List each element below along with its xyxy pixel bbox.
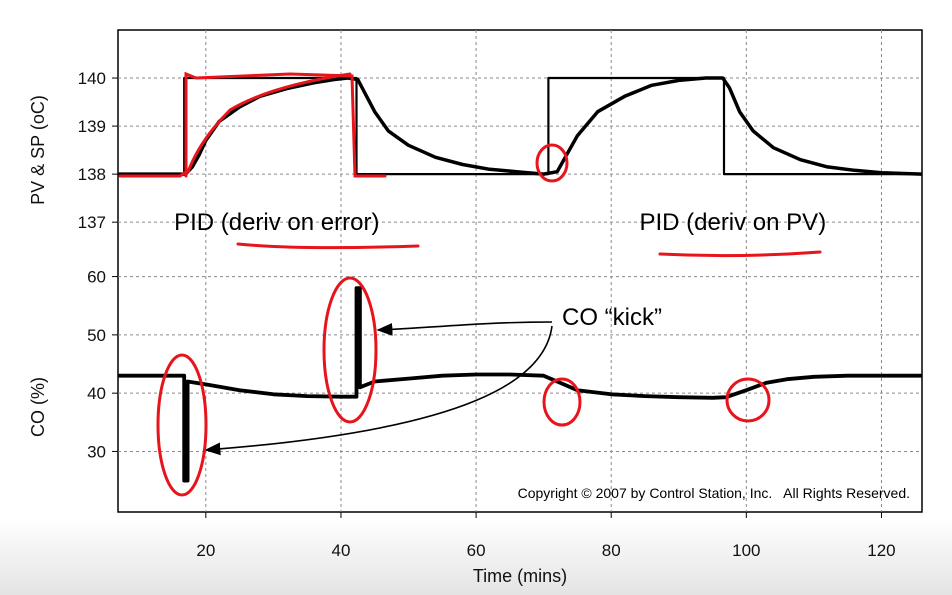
x-tick-label-100: 100 (732, 541, 760, 560)
upper-y-tick-label-137: 137 (78, 213, 106, 232)
copyright-notice: Copyright © 2007 by Control Station, Inc… (518, 485, 910, 501)
markup-circle-co-mid (542, 377, 582, 427)
lower-y-tick-label-60: 60 (87, 268, 106, 287)
kick-arrow-lower (204, 325, 553, 456)
lower-y-tick-label-50: 50 (87, 326, 106, 345)
series-lines (118, 76, 923, 483)
markup-underline-error (236, 242, 420, 250)
series-line-sp (118, 76, 922, 176)
kick-arrow-upper (376, 321, 553, 336)
co-kick-annotation: CO “kick” (562, 304, 662, 331)
x-tick-label-20: 20 (196, 541, 215, 560)
x-tick-labels: 20 40 60 80 100 120 (196, 512, 896, 560)
lower-y-tick-label-40: 40 (87, 384, 106, 403)
upper-y-tick-label-140: 140 (78, 69, 106, 88)
series-line-co (118, 286, 922, 483)
y-tick-labels: 137 138 139 140 30 40 50 60 (78, 69, 118, 461)
x-tick-label-60: 60 (467, 541, 486, 560)
markup-underline-pv (658, 250, 822, 258)
markup-circle-co-kick-up (322, 276, 378, 424)
x-tick-label-40: 40 (331, 541, 350, 560)
x-tick-label-80: 80 (602, 541, 621, 560)
lower-y-tick-label-30: 30 (87, 442, 106, 461)
series-line-pv (118, 76, 923, 176)
plot-area (117, 29, 923, 513)
label-deriv-on-error: PID (deriv on error) (174, 209, 379, 236)
hand-markup (118, 71, 822, 497)
upper-y-tick-label-138: 138 (78, 165, 106, 184)
upper-y-tick-label-139: 139 (78, 117, 106, 136)
x-axis-title: Time (mins) (473, 566, 567, 586)
markup-circle-co-kick-down (156, 353, 208, 497)
markup-circle-co-right (725, 377, 771, 423)
label-deriv-on-pv: PID (deriv on PV) (639, 209, 826, 236)
upper-y-axis-title: PV & SP (oC) (28, 95, 48, 205)
markup-circle-pv-start (535, 143, 569, 183)
lower-y-axis-title: CO (%) (28, 377, 48, 437)
x-tick-label-120: 120 (867, 541, 895, 560)
markup-sp-step (118, 71, 387, 178)
markup-pv-trace (186, 72, 352, 174)
